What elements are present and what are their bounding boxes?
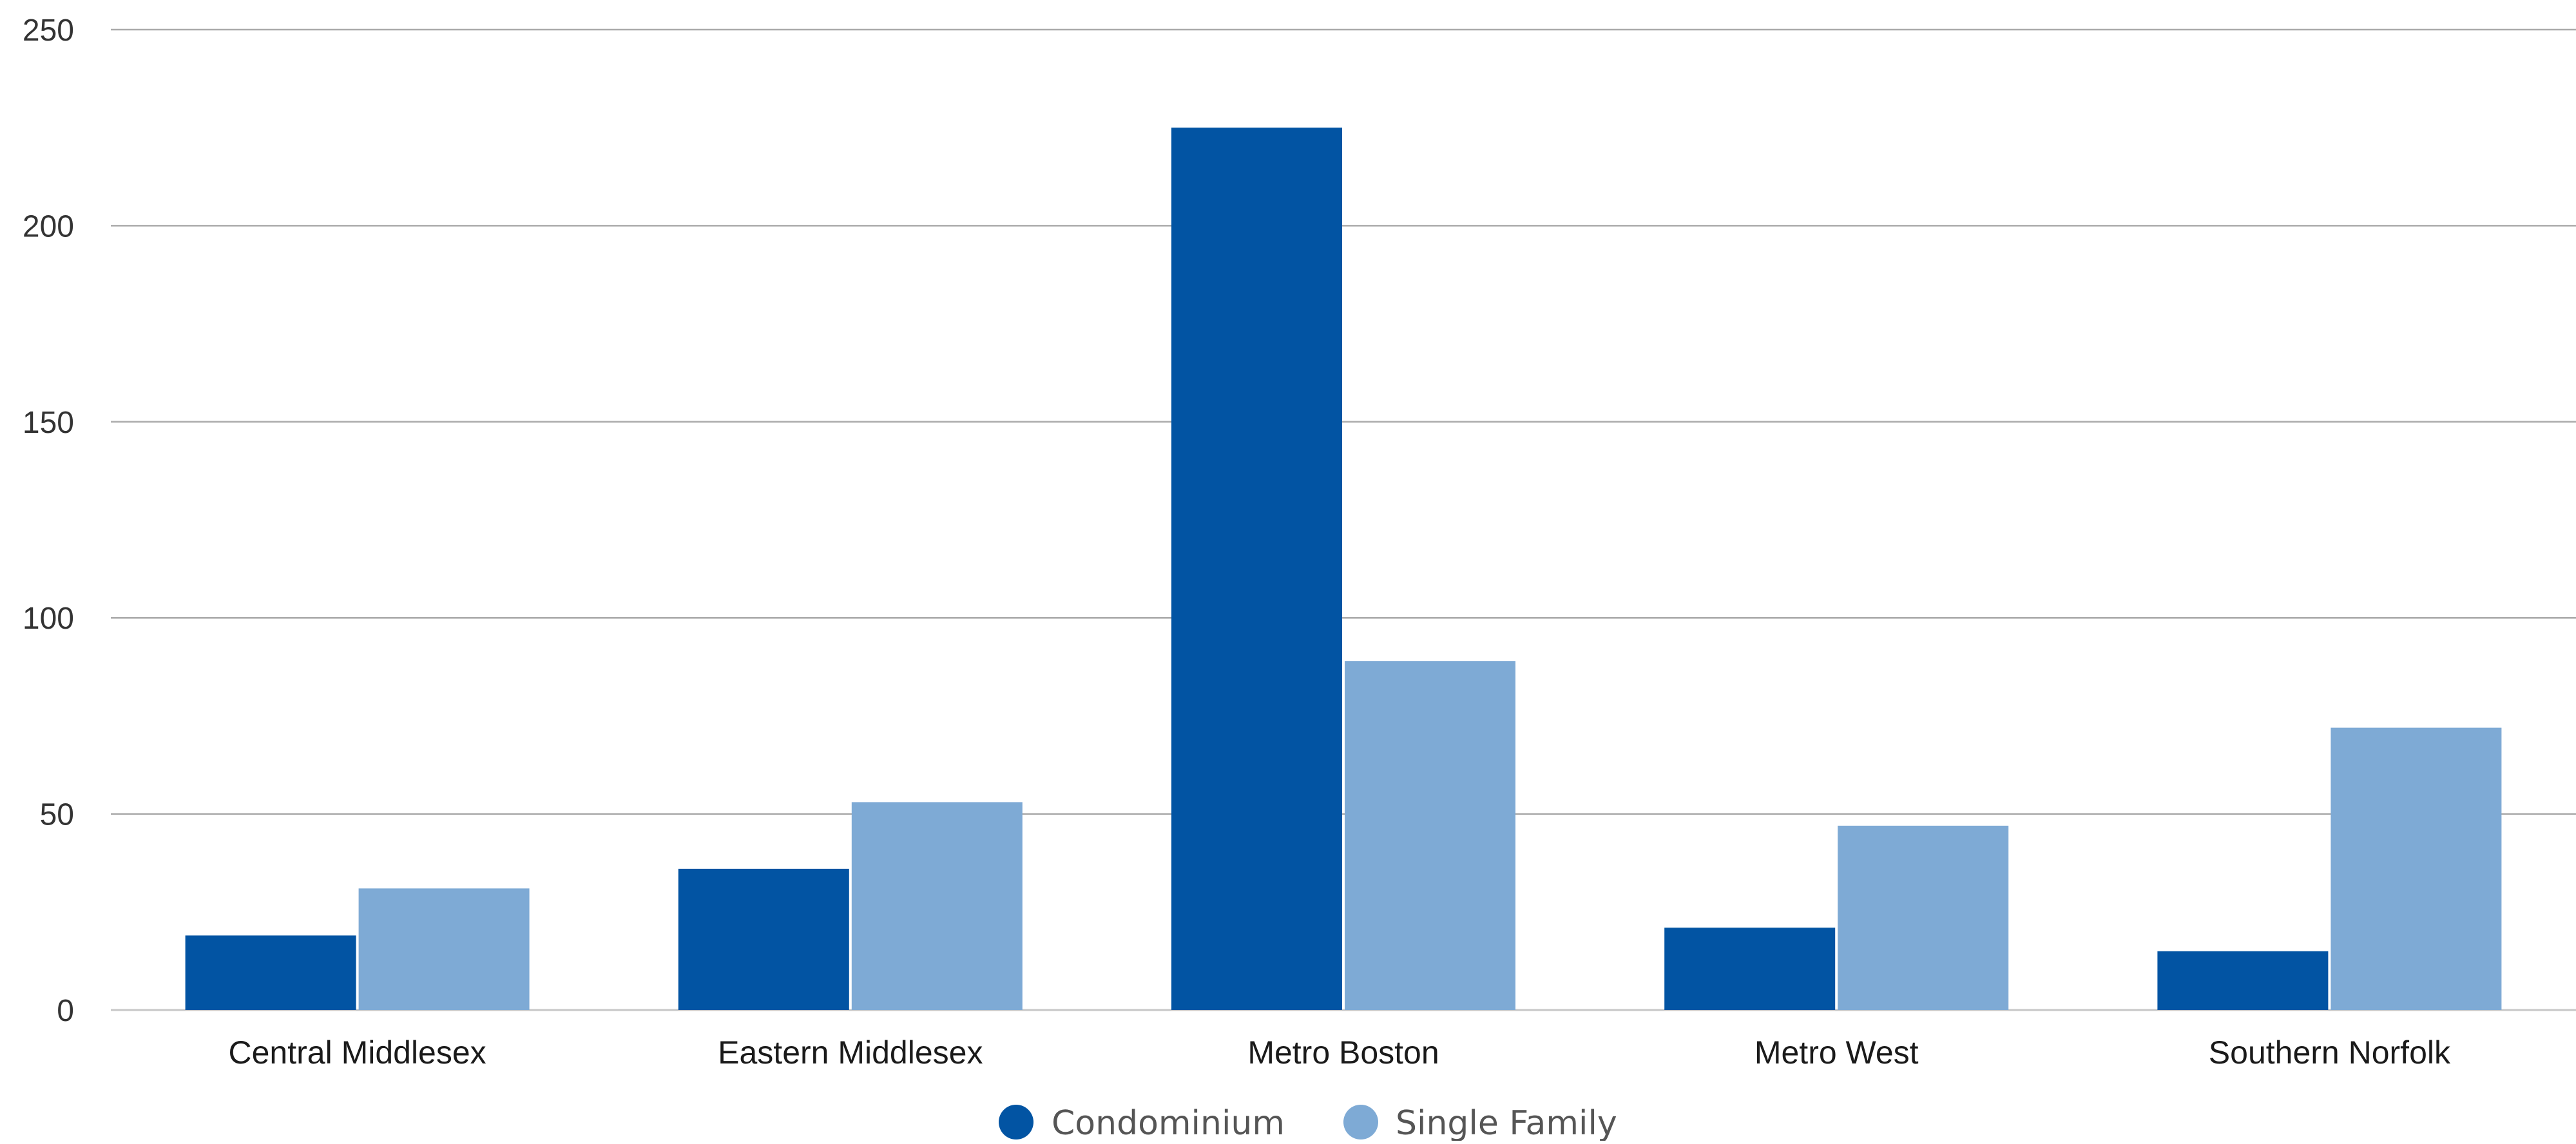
x-axis: Central Middlesex Eastern Middlesex Metro … [229,1034,2451,1071]
bar-condominium [678,868,849,1010]
x-tick-label: Metro West [1754,1034,1919,1071]
legend-item-single-family[interactable]: Single Family [1343,1104,1617,1143]
bar-layer [185,128,2502,1011]
bar-single-family [1838,825,2009,1010]
x-tick-label: Southern Norfolk [2209,1034,2451,1071]
y-tick-label: 50 [40,798,74,832]
bar-single-family [358,888,530,1010]
bar-condominium [2157,951,2329,1010]
y-tick-label: 100 [23,602,74,636]
legend-item-condominium[interactable]: Condominium [999,1104,1285,1143]
bar-single-family [2331,727,2502,1010]
bar-single-family [851,802,1023,1010]
y-tick-label: 250 [23,14,74,48]
y-tick-label: 0 [57,994,74,1028]
bar-condominium [1171,128,1342,1011]
bar-single-family [1345,661,1515,1010]
x-tick-label: Eastern Middlesex [718,1034,983,1071]
legend-label: Condominium [1052,1104,1285,1141]
legend-label: Single Family [1396,1104,1617,1141]
y-tick-label: 150 [23,406,74,440]
bar-condominium [185,935,356,1010]
bar-condominium [1664,928,1836,1010]
grid-layer [111,28,2576,1011]
legend-swatch [999,1105,1033,1139]
y-tick-label: 200 [23,209,74,243]
x-tick-label: Central Middlesex [229,1034,486,1071]
legend-swatch [1343,1105,1378,1139]
y-axis: 0 50 100 150 200 250 [23,14,74,1028]
x-tick-label: Metro Boston [1247,1034,1439,1071]
legend: Condominium Single Family [999,1104,1617,1143]
